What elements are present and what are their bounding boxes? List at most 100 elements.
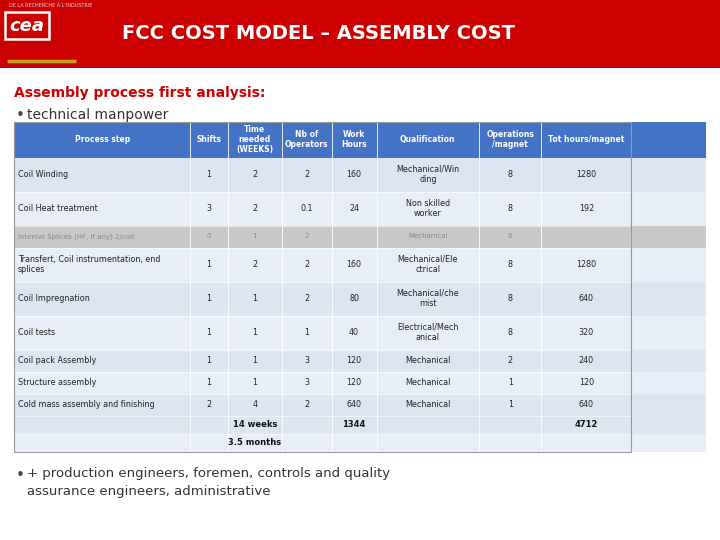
Text: 2: 2: [304, 400, 310, 409]
Text: Mechanical: Mechanical: [405, 378, 451, 387]
Text: 120: 120: [346, 378, 361, 387]
Bar: [14, 349, 706, 372]
Text: 2: 2: [304, 170, 310, 179]
Text: Mechanical/che
mist: Mechanical/che mist: [397, 289, 459, 308]
Text: 8: 8: [508, 294, 513, 303]
Text: 8: 8: [508, 204, 513, 213]
Text: Structure assembly: Structure assembly: [18, 378, 96, 387]
Text: 1344: 1344: [343, 420, 366, 429]
Text: Mechanical/Win
ding: Mechanical/Win ding: [396, 165, 459, 184]
Text: Coil Impregnation: Coil Impregnation: [18, 294, 90, 303]
Bar: [14, 315, 706, 349]
Text: cea: cea: [9, 17, 45, 35]
Bar: [14, 415, 706, 434]
Text: Operations
/magnet: Operations /magnet: [486, 130, 534, 149]
Text: 8: 8: [508, 328, 513, 337]
Text: Nb of
Operators: Nb of Operators: [285, 130, 328, 149]
Text: Mechanical/Ele
ctrical: Mechanical/Ele ctrical: [397, 255, 458, 274]
Text: 2: 2: [305, 233, 309, 240]
Text: 1: 1: [508, 378, 513, 387]
Text: Work
Hours: Work Hours: [341, 130, 367, 149]
Text: 80: 80: [349, 294, 359, 303]
Bar: [14, 158, 706, 192]
Text: Cold mass assembly and finishing: Cold mass assembly and finishing: [18, 400, 155, 409]
Text: 640: 640: [346, 400, 361, 409]
Text: 3: 3: [207, 204, 212, 213]
Text: 3: 3: [305, 378, 309, 387]
Text: 4: 4: [252, 400, 257, 409]
Text: Mechanical: Mechanical: [408, 233, 448, 240]
Text: 2: 2: [508, 356, 513, 365]
Text: Tot hours/magnet: Tot hours/magnet: [548, 135, 624, 144]
Text: Coil Winding: Coil Winding: [18, 170, 68, 179]
Text: 1: 1: [207, 328, 212, 337]
Text: Coil pack Assembly: Coil pack Assembly: [18, 356, 96, 365]
Text: + production engineers, foremen, controls and quality: + production engineers, foremen, control…: [27, 468, 390, 481]
Text: 2: 2: [252, 170, 257, 179]
Text: Electrical/Mech
anical: Electrical/Mech anical: [397, 323, 459, 342]
Text: 2: 2: [207, 400, 212, 409]
Text: 8: 8: [508, 260, 513, 269]
Text: 1: 1: [305, 328, 309, 337]
Text: 1: 1: [508, 400, 513, 409]
Bar: [14, 372, 706, 394]
Bar: [14, 226, 706, 247]
Text: assurance engineers, administrative: assurance engineers, administrative: [27, 484, 271, 497]
Text: Mechanical: Mechanical: [405, 356, 451, 365]
Text: 1: 1: [207, 378, 212, 387]
Text: 1: 1: [253, 233, 257, 240]
Text: Non skilled
worker: Non skilled worker: [406, 199, 450, 218]
Text: 2: 2: [304, 294, 310, 303]
Text: 14 weeks: 14 weeks: [233, 420, 277, 429]
Text: Internal Splices (HF, if any) 2/coil: Internal Splices (HF, if any) 2/coil: [18, 233, 134, 240]
Text: 0.1: 0.1: [300, 204, 313, 213]
Text: Coil tests: Coil tests: [18, 328, 55, 337]
Text: 0: 0: [207, 233, 212, 240]
Text: 8: 8: [508, 233, 513, 240]
Text: 240: 240: [579, 356, 594, 365]
Bar: [14, 122, 706, 158]
Text: Coil Heat treatment: Coil Heat treatment: [18, 204, 98, 213]
Text: 8: 8: [508, 170, 513, 179]
Bar: [14, 192, 706, 226]
Bar: [14, 281, 706, 315]
Text: 2: 2: [252, 204, 257, 213]
Text: 640: 640: [579, 400, 594, 409]
Text: 1: 1: [207, 170, 212, 179]
Text: 1: 1: [252, 294, 257, 303]
Text: 1: 1: [252, 356, 257, 365]
Text: 1: 1: [207, 260, 212, 269]
Text: technical manpower: technical manpower: [27, 107, 168, 122]
Text: 40: 40: [349, 328, 359, 337]
Text: Qualification: Qualification: [400, 135, 456, 144]
Text: 120: 120: [579, 378, 594, 387]
Text: 2: 2: [304, 260, 310, 269]
Text: 1: 1: [252, 378, 257, 387]
Text: 2: 2: [252, 260, 257, 269]
Text: 1: 1: [207, 294, 212, 303]
Text: Mechanical: Mechanical: [405, 400, 451, 409]
Text: 3: 3: [305, 356, 309, 365]
Text: •: •: [16, 468, 25, 483]
Text: 1280: 1280: [576, 170, 596, 179]
Text: DE LA RECHERCHE À L'INDUSTRIE: DE LA RECHERCHE À L'INDUSTRIE: [9, 3, 93, 9]
Text: Time
needed
(WEEKS): Time needed (WEEKS): [236, 125, 274, 154]
Text: 160: 160: [346, 260, 361, 269]
Text: Shifts: Shifts: [197, 135, 222, 144]
Text: 1: 1: [207, 356, 212, 365]
Bar: [14, 434, 706, 451]
Text: 24: 24: [349, 204, 359, 213]
Bar: [14, 122, 631, 451]
Text: 120: 120: [346, 356, 361, 365]
Text: •: •: [16, 107, 25, 123]
Text: 4712: 4712: [575, 420, 598, 429]
Bar: [14, 394, 706, 415]
Text: Process step: Process step: [75, 135, 130, 144]
Text: 160: 160: [346, 170, 361, 179]
Text: 1: 1: [252, 328, 257, 337]
Text: 640: 640: [579, 294, 594, 303]
Text: 3.5 months: 3.5 months: [228, 438, 282, 447]
Text: 192: 192: [579, 204, 594, 213]
Bar: [14, 247, 706, 281]
Text: 1280: 1280: [576, 260, 596, 269]
